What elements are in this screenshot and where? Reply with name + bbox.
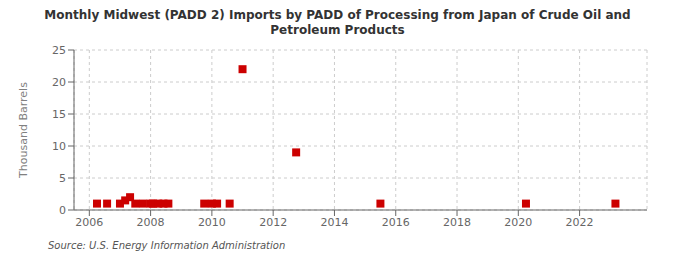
svg-text:2020: 2020 xyxy=(504,216,532,229)
svg-text:2012: 2012 xyxy=(259,216,287,229)
svg-text:20: 20 xyxy=(52,76,66,89)
svg-text:2006: 2006 xyxy=(75,216,103,229)
svg-text:2016: 2016 xyxy=(382,216,410,229)
svg-text:2010: 2010 xyxy=(198,216,226,229)
svg-text:5: 5 xyxy=(59,172,66,185)
html-text:Petroleum Products: Petroleum Products xyxy=(270,23,405,37)
svg-text:2014: 2014 xyxy=(320,216,348,229)
svg-text:10: 10 xyxy=(52,140,66,153)
svg-text:15: 15 xyxy=(52,108,66,121)
html-text:Source: U.S. Energy Informatio: Source: U.S. Energy Information Administ… xyxy=(48,240,286,251)
svg-text:2022: 2022 xyxy=(566,216,594,229)
html-text:Monthly Midwest (PADD 2) Impor: Monthly Midwest (PADD 2) Imports by PADD… xyxy=(44,8,631,22)
svg-text:0: 0 xyxy=(59,204,66,217)
svg-text:Thousand Barrels: Thousand Barrels xyxy=(17,82,30,179)
svg-text:2018: 2018 xyxy=(443,216,471,229)
svg-text:2008: 2008 xyxy=(137,216,165,229)
svg-text:25: 25 xyxy=(52,44,66,57)
